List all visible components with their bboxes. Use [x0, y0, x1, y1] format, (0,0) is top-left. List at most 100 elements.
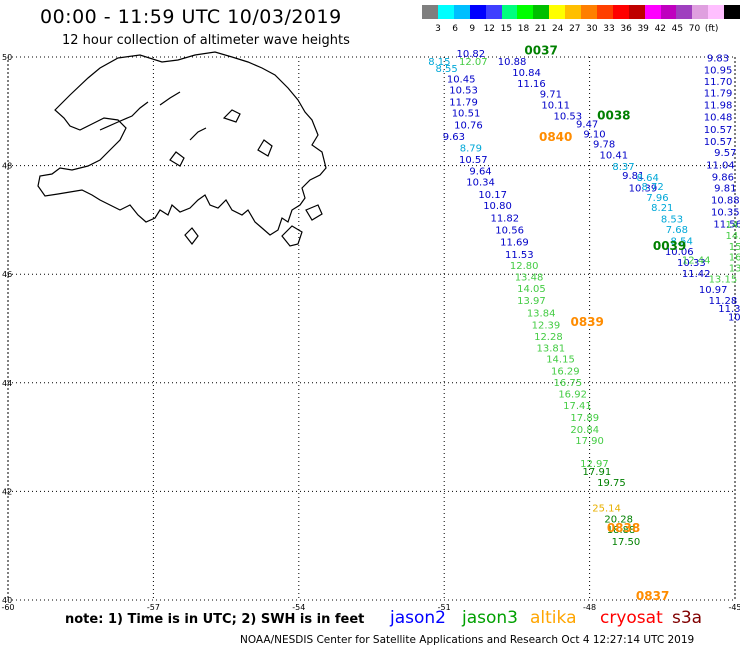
wave-height-value: 12.39	[532, 321, 561, 332]
colorbar-swatch	[724, 5, 740, 19]
pass-time-label: 0039	[653, 239, 686, 253]
wave-height-value: 19.75	[597, 478, 626, 489]
newfoundland-coastline	[37, 51, 327, 247]
legend-altika: altika	[530, 608, 577, 628]
wave-height-value: 10.76	[728, 312, 740, 323]
colorbar-swatch	[469, 5, 487, 19]
colorbar-swatch	[644, 5, 662, 19]
colorbar-swatch	[660, 5, 678, 19]
wave-height-value: 11.28	[709, 296, 738, 307]
colorbar-swatch	[453, 5, 471, 19]
wave-height-value: 10.80	[483, 201, 512, 212]
colorbar-swatch	[565, 5, 583, 19]
longitude-label: -48	[583, 603, 596, 612]
colorbar-label: 18	[517, 24, 530, 34]
wave-height-value: 9.71	[540, 90, 562, 101]
longitude-label: -45	[728, 603, 740, 612]
wave-height-value: 12.07	[459, 57, 488, 68]
colorbar-label: 70	[688, 24, 701, 34]
wave-height-value: 17.50	[612, 537, 641, 548]
wave-height-value: 9.57	[714, 148, 736, 159]
wave-height-value: 10.06	[665, 247, 694, 258]
wave-height-value: 13.48	[515, 273, 544, 284]
colorbar-swatch	[549, 5, 567, 19]
wave-height-value: 17.41	[563, 401, 592, 412]
map-title: 00:00 - 11:59 UTC 10/03/2019	[40, 6, 342, 28]
pass-time-label: 0839	[570, 315, 603, 329]
wave-height-value: 8.64	[637, 173, 659, 184]
wave-height-value: 8.37	[612, 162, 634, 173]
wave-height-value: 18.88	[607, 525, 636, 536]
colorbar-swatch	[596, 5, 614, 19]
wave-height-value: 13.97	[517, 296, 546, 307]
pass-time-label: 0837	[636, 589, 669, 603]
wave-height-value: 8.54	[671, 236, 693, 247]
wave-height-value: 10.34	[466, 178, 495, 189]
wave-height-value: 12.44	[682, 255, 711, 266]
wave-height-value: 10.57	[704, 137, 733, 148]
pass-time-label: 0037	[524, 43, 557, 57]
wave-height-value: 10.41	[600, 151, 629, 162]
map-frame	[7, 56, 736, 601]
latitude-label: 42	[2, 487, 12, 496]
wave-height-value: 8.53	[661, 215, 683, 226]
legend-s3a: s3a	[672, 608, 703, 628]
wave-height-value: 16.4	[729, 253, 740, 264]
wave-height-value: 10.76	[454, 121, 483, 132]
latitude-label: 40	[2, 596, 12, 605]
colorbar-swatch	[437, 5, 455, 19]
altimeter-tracks: 10.8210.4510.5311.7910.5110.769.6310.579…	[428, 49, 740, 548]
wave-height-value: 10.95	[704, 65, 733, 76]
colorbar-swatch	[676, 5, 694, 19]
wave-height-value: 16.92	[558, 389, 587, 400]
wave-height-value: 10.39	[629, 184, 658, 195]
wave-height-value: 10.53	[449, 85, 478, 96]
wave-height-value: 13.15	[709, 274, 738, 285]
longitude-label: -51	[438, 603, 451, 612]
wave-height-value: 9.47	[576, 120, 598, 131]
wave-height-value: 9.64	[469, 166, 491, 177]
wave-height-value: 10.82	[457, 49, 486, 60]
latitude-label: 44	[2, 379, 12, 388]
wave-height-value: 12.80	[510, 261, 539, 272]
pass-time-label: 0038	[597, 108, 630, 122]
wave-height-value: 10.53	[553, 111, 582, 122]
wave-height-value: 9.78	[593, 140, 615, 151]
wave-height-value: 10.45	[447, 75, 476, 86]
colorbar-swatch	[501, 5, 519, 19]
colorbar-label: 24	[551, 24, 564, 34]
wave-height-value: 14.04	[726, 231, 740, 242]
colorbar-label: 12	[483, 24, 496, 34]
colorbar-swatch	[612, 5, 630, 19]
wave-height-value: 20.28	[604, 514, 633, 525]
wave-height-value: 7.68	[666, 225, 688, 236]
legend-jason3: jason3	[462, 608, 518, 628]
wave-height-value: 11.42	[682, 269, 711, 280]
colorbar-swatch	[581, 5, 598, 19]
wave-height-value: 20.84	[570, 425, 599, 436]
wave-height-value: 16.29	[551, 367, 580, 378]
colorbar-swatch	[692, 5, 710, 19]
wave-height-value: 15.1	[729, 242, 740, 253]
colorbar-swatch	[422, 5, 439, 19]
latitude-label: 48	[2, 162, 12, 171]
wave-height-value: 10.84	[512, 68, 541, 79]
colorbar-label: 21	[534, 24, 547, 34]
pass-time-label: 0838	[607, 521, 640, 535]
latitude-label: 50	[2, 53, 12, 62]
wave-height-value: 12.97	[580, 459, 609, 470]
longitude-label: -60	[1, 603, 14, 612]
wave-height-value: 10.17	[478, 190, 507, 201]
wave-height-value: 9.81	[714, 184, 736, 195]
wave-height-value: 17.91	[583, 467, 612, 478]
wave-height-value: 10.56	[495, 225, 524, 236]
wave-height-value: 9.63	[443, 132, 465, 143]
colorbar-label: 9	[469, 24, 476, 34]
pass-time-label: 0840	[539, 130, 572, 144]
wave-height-value: 10.97	[699, 285, 728, 296]
wave-height-value: 17.89	[570, 413, 599, 424]
colorbar-swatch	[708, 5, 726, 19]
wave-height-value: 14.15	[546, 355, 575, 366]
wave-height-value: 11.98	[704, 101, 733, 112]
colorbar-swatch	[485, 5, 503, 19]
